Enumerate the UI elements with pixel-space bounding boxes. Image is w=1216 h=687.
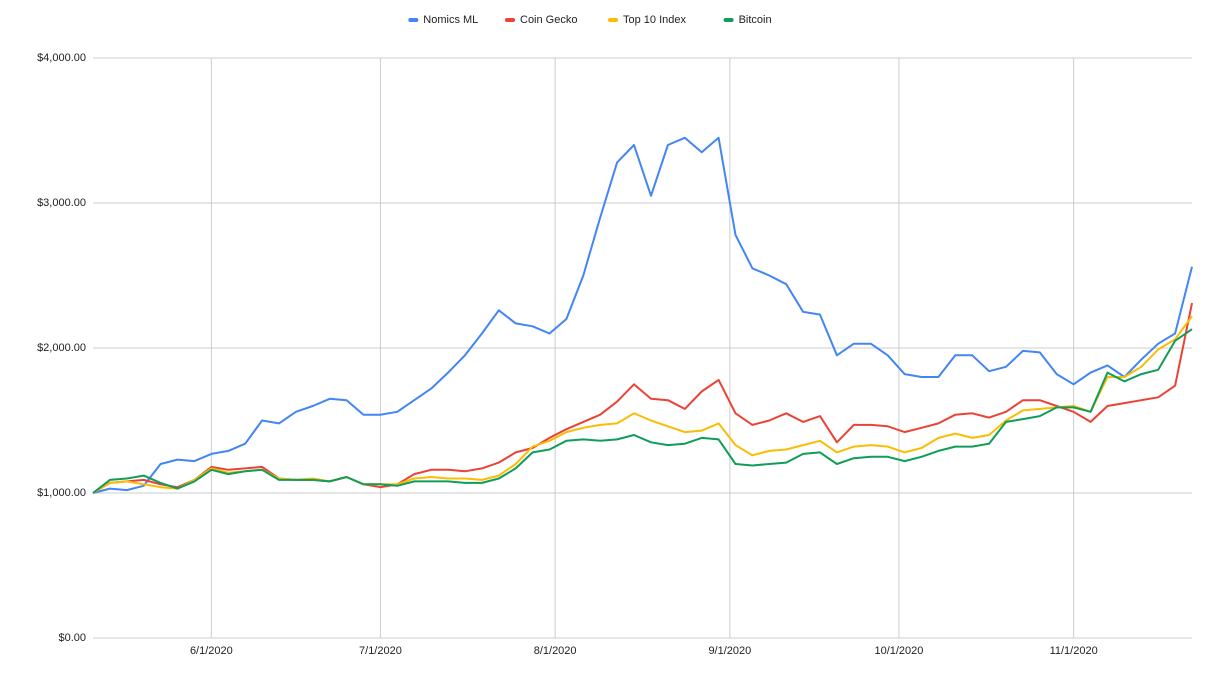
legend-label: Top 10 Index — [623, 14, 686, 26]
x-tick-label: 6/1/2020 — [190, 645, 233, 657]
series-line — [92, 315, 1193, 494]
y-tick-label: $2,000.00 — [37, 342, 86, 354]
x-tick-label: 11/1/2020 — [1050, 645, 1098, 657]
x-tick-label: 8/1/2020 — [534, 645, 577, 657]
series-line — [92, 302, 1193, 494]
y-tick-label: $1,000.00 — [37, 487, 86, 499]
legend-label: Nomics ML — [423, 14, 478, 26]
x-tick-label: 10/1/2020 — [874, 645, 923, 657]
legend-swatch — [408, 18, 419, 22]
legend-swatch — [723, 18, 734, 22]
y-tick-label: $3,000.00 — [37, 197, 86, 209]
y-tick-label: $4,000.00 — [37, 52, 86, 64]
series-line — [92, 328, 1193, 494]
series-line — [92, 136, 1193, 494]
legend-label: Bitcoin — [739, 14, 772, 26]
y-tick-label: $0.00 — [58, 632, 86, 644]
legend-swatch — [608, 18, 618, 22]
legend-swatch — [505, 18, 515, 22]
legend-label: Coin Gecko — [520, 14, 577, 26]
x-tick-label: 7/1/2020 — [359, 645, 402, 657]
x-tick-label: 9/1/2020 — [708, 645, 751, 657]
